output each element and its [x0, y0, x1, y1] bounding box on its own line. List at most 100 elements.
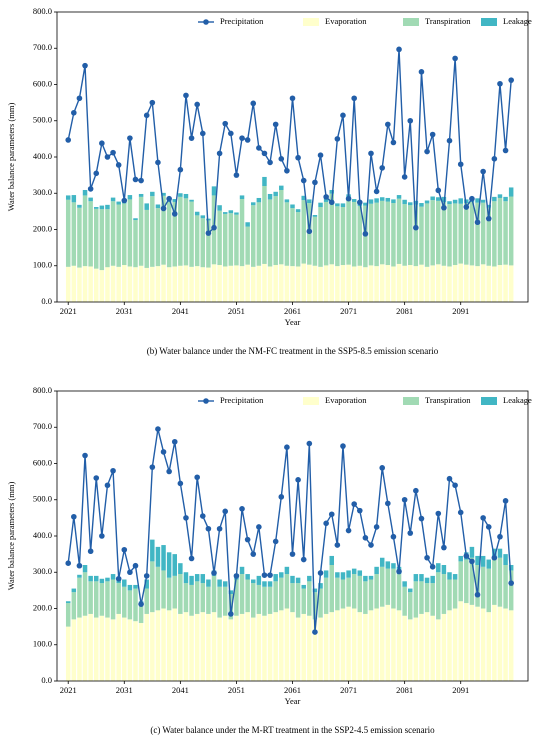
- bar-segment: [312, 216, 318, 266]
- bar-segment: [94, 207, 99, 209]
- data-point: [166, 468, 172, 475]
- data-point: [199, 513, 206, 519]
- data-point: [390, 139, 397, 146]
- bar-segment: [363, 613, 368, 681]
- y-tick-label: 0.0: [41, 675, 52, 685]
- bar-segment: [222, 266, 228, 302]
- bar-segment: [127, 619, 133, 681]
- y-tick-label: 200.0: [33, 602, 52, 612]
- bar-segment: [475, 555, 480, 565]
- bar-segment: [413, 574, 419, 582]
- data-point: [261, 572, 268, 578]
- bar-segment: [284, 574, 290, 609]
- bar-segment: [138, 265, 144, 302]
- bar-segment: [166, 201, 172, 268]
- data-point: [441, 204, 447, 211]
- bar-segment: [424, 203, 430, 267]
- data-point: [508, 580, 514, 586]
- bar-segment: [251, 202, 256, 206]
- bar-segment: [178, 193, 183, 197]
- bar-segment: [172, 575, 177, 609]
- bar-segment: [256, 613, 262, 681]
- bar-segment: [374, 566, 379, 575]
- bar-segment: [497, 557, 503, 607]
- data-point: [284, 444, 290, 450]
- bar-segment: [127, 266, 133, 302]
- bar-segment: [441, 565, 447, 575]
- data-point: [485, 215, 492, 222]
- bar-segment: [161, 545, 166, 571]
- y-tick-label: 200.0: [33, 223, 52, 233]
- bar-segment: [447, 572, 452, 580]
- bar-segment: [217, 210, 222, 266]
- bar-segment: [267, 266, 273, 302]
- bar-segment: [290, 583, 295, 613]
- bar-segment: [447, 204, 452, 267]
- bar-segment: [318, 583, 323, 589]
- bar-segment: [346, 570, 351, 578]
- chart-panel: 0.0 100.0 200.0 300.0 400.0 500.0 600.0 700.0 80…: [6, 6, 532, 356]
- bar-segment: [279, 572, 284, 578]
- bar-segment: [183, 193, 189, 199]
- bar-segment: [82, 266, 88, 302]
- data-point: [407, 530, 414, 536]
- precipitation-line: [67, 428, 512, 633]
- x-tick-label: 2031: [116, 306, 133, 316]
- bar-segment: [335, 206, 340, 267]
- bar-segment: [267, 193, 273, 200]
- data-point: [385, 500, 391, 507]
- bar-segment: [368, 203, 374, 266]
- bar-segment: [385, 568, 391, 605]
- bar-segment: [122, 586, 127, 618]
- bar-segment: [222, 581, 228, 587]
- bar-segment: [161, 195, 166, 265]
- bar-segment: [351, 266, 357, 302]
- bar-segment: [486, 568, 491, 613]
- data-point: [127, 569, 133, 576]
- bar-segment: [318, 617, 323, 681]
- bar-segment: [340, 572, 346, 580]
- bar-segment: [217, 617, 222, 681]
- bar-segment: [262, 263, 267, 302]
- data-point: [340, 443, 346, 449]
- bar-segment: [200, 612, 206, 681]
- bar-segment: [239, 266, 245, 302]
- bar-segment: [469, 201, 475, 266]
- bar-segment: [217, 586, 222, 618]
- bar-segment: [150, 196, 155, 267]
- bar-segment: [251, 205, 256, 267]
- bar-segment: [267, 581, 273, 587]
- bar-segment: [503, 608, 508, 681]
- data-point: [317, 152, 324, 158]
- bar-segment: [363, 575, 368, 582]
- bar-segment: [228, 590, 234, 594]
- bar-segment: [419, 574, 424, 582]
- data-point: [171, 211, 178, 217]
- bar-segment: [312, 619, 318, 681]
- bar-segment: [301, 263, 306, 302]
- bar-segment: [464, 199, 469, 204]
- data-point: [278, 494, 285, 500]
- bar-segment: [351, 568, 357, 575]
- data-point: [188, 135, 195, 141]
- bar-segment: [172, 554, 177, 576]
- bar-segment: [413, 204, 419, 267]
- bar-segment: [492, 201, 497, 267]
- bar-segment: [408, 619, 413, 681]
- bar-segment: [279, 185, 284, 190]
- bar-segment: [155, 208, 161, 267]
- bar-segment: [368, 199, 374, 204]
- bar-segment: [385, 197, 391, 202]
- bar-segment: [385, 201, 391, 266]
- bar-segment: [368, 610, 374, 681]
- bar-segment: [82, 195, 88, 267]
- bar-segment: [99, 205, 105, 210]
- bar-segment: [374, 266, 379, 302]
- data-point: [239, 135, 245, 141]
- bar-segment: [430, 615, 435, 681]
- bar-segment: [391, 563, 396, 569]
- bar-segment: [374, 202, 379, 267]
- bar-segment: [329, 612, 334, 681]
- bar-segment: [413, 617, 419, 681]
- data-point: [351, 501, 357, 507]
